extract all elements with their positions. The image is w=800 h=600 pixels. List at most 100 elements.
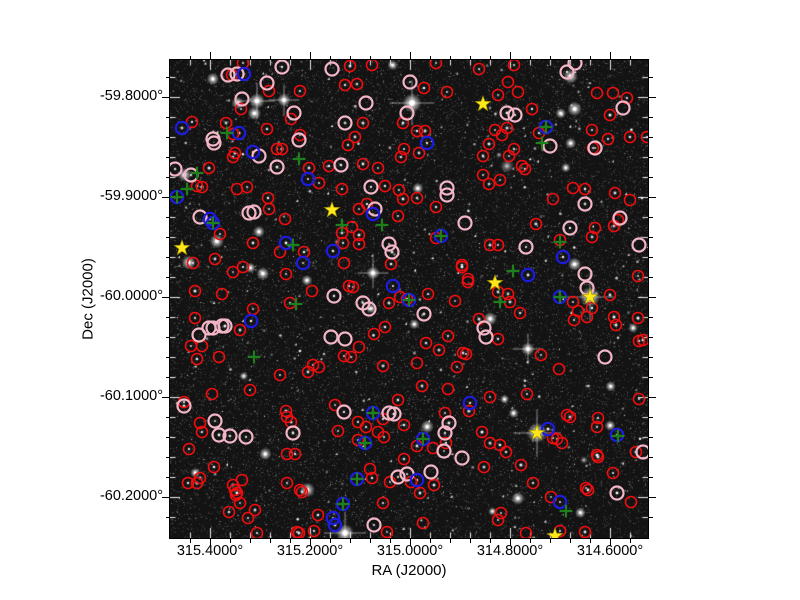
blue-circle-marker <box>236 66 252 82</box>
pink-circle-marker <box>366 517 382 533</box>
red-circle-marker <box>345 220 359 234</box>
red-circle-marker <box>233 496 247 510</box>
red-circle-marker <box>186 256 200 270</box>
pink-circle-marker <box>615 100 631 116</box>
tick-mark <box>530 55 531 59</box>
red-circle-marker <box>429 200 443 214</box>
tick-mark <box>165 417 169 418</box>
tick-mark <box>649 377 653 378</box>
tick-mark <box>649 397 656 398</box>
tick-mark <box>430 55 431 59</box>
red-circle-marker <box>391 209 405 223</box>
tick-mark <box>490 539 491 543</box>
tick-mark <box>649 297 656 298</box>
pink-circle-marker <box>206 135 222 151</box>
pink-circle-marker <box>499 105 515 121</box>
red-circle-marker <box>415 379 429 393</box>
red-circle-marker <box>518 162 532 176</box>
red-circle-marker <box>501 75 515 89</box>
red-circle-marker <box>513 306 527 320</box>
red-circle-marker <box>344 350 358 364</box>
pink-circle-marker <box>259 75 275 91</box>
tick-mark <box>649 517 653 518</box>
red-circle-marker <box>585 230 599 244</box>
green-cross-marker <box>358 436 372 450</box>
red-circle-marker <box>623 130 637 144</box>
red-circle-marker <box>472 62 486 76</box>
pink-circle-marker <box>402 74 418 90</box>
red-circle-marker <box>520 387 534 401</box>
blue-circle-marker <box>365 206 381 222</box>
y-tick-label: -59.8000° <box>99 88 163 104</box>
tick-mark <box>470 55 471 59</box>
red-circle-marker <box>351 433 365 447</box>
pink-circle-marker <box>390 469 406 485</box>
pink-circle-marker <box>337 115 353 131</box>
red-circle-marker <box>448 294 462 308</box>
red-circle-marker <box>590 86 604 100</box>
tick-mark <box>162 297 169 298</box>
tick-mark <box>570 55 571 59</box>
red-circle-marker <box>378 320 392 334</box>
red-circle-marker <box>560 408 574 422</box>
tick-mark <box>350 55 351 59</box>
pink-circle-marker <box>183 167 199 183</box>
pink-circle-marker <box>577 196 593 212</box>
red-circle-marker <box>461 275 475 289</box>
red-circle-marker <box>507 60 521 72</box>
green-cross-marker <box>539 120 553 134</box>
red-circle-marker <box>519 526 533 538</box>
red-circle-marker <box>343 60 357 73</box>
red-circle-marker <box>494 506 508 520</box>
blue-circle-marker <box>540 421 556 437</box>
tick-mark <box>649 217 653 218</box>
pink-circle-marker <box>381 236 397 252</box>
y-tick-label: -60.0000° <box>99 288 163 304</box>
yellow-star-marker <box>528 423 546 441</box>
blue-circle-marker <box>520 267 536 283</box>
tick-mark <box>410 52 411 59</box>
red-circle-marker <box>181 476 195 490</box>
blue-circle-marker <box>300 171 316 187</box>
tick-mark <box>649 277 653 278</box>
red-circle-marker <box>311 508 325 522</box>
green-cross-marker <box>289 297 303 311</box>
red-circle-marker <box>483 238 497 252</box>
tick-mark <box>165 257 169 258</box>
pink-circle-marker <box>542 138 558 154</box>
red-circle-marker <box>307 524 321 538</box>
tick-mark <box>630 55 631 59</box>
yellow-star-marker <box>323 200 341 218</box>
red-circle-marker <box>501 287 515 301</box>
tick-mark <box>165 457 169 458</box>
red-circle-marker <box>260 122 274 136</box>
tick-mark <box>310 52 311 59</box>
red-circle-marker <box>441 329 455 343</box>
pink-circle-marker <box>217 318 233 334</box>
sky-image-plot-area <box>169 59 649 539</box>
tick-mark <box>370 55 371 59</box>
pink-circle-marker <box>170 161 183 177</box>
red-circle-marker <box>578 182 592 196</box>
tick-mark <box>490 55 491 59</box>
tick-mark <box>649 357 653 358</box>
x-tick-label: 315.2000° <box>276 543 344 559</box>
red-circle-marker <box>301 365 315 379</box>
tick-mark <box>550 539 551 543</box>
red-circle-marker <box>397 142 411 156</box>
blue-circle-marker <box>245 144 261 160</box>
red-circle-marker <box>450 360 464 374</box>
red-circle-marker <box>185 115 199 129</box>
red-circle-marker <box>515 159 529 173</box>
red-circle-marker <box>608 186 622 200</box>
pink-circle-marker <box>587 140 603 156</box>
red-circle-marker <box>624 495 638 509</box>
green-cross-marker <box>190 166 204 180</box>
tick-mark <box>649 237 653 238</box>
red-circle-marker <box>246 302 260 316</box>
x-axis-label: RA (J2000) <box>371 562 447 579</box>
x-tick-label: 314.6000° <box>576 543 644 559</box>
red-circle-marker <box>352 237 366 251</box>
red-circle-marker <box>459 347 473 361</box>
red-circle-marker <box>226 150 240 164</box>
